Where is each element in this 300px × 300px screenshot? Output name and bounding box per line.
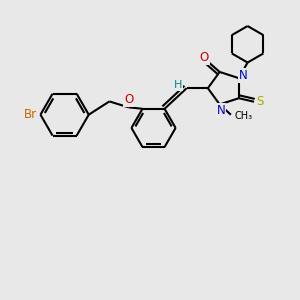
Text: S: S — [256, 95, 264, 108]
Text: Br: Br — [24, 108, 37, 121]
Text: O: O — [124, 93, 133, 106]
Text: N: N — [217, 104, 226, 117]
Text: O: O — [200, 51, 209, 64]
Text: H: H — [174, 80, 182, 90]
Text: N: N — [239, 69, 248, 82]
Text: CH₃: CH₃ — [234, 111, 252, 121]
